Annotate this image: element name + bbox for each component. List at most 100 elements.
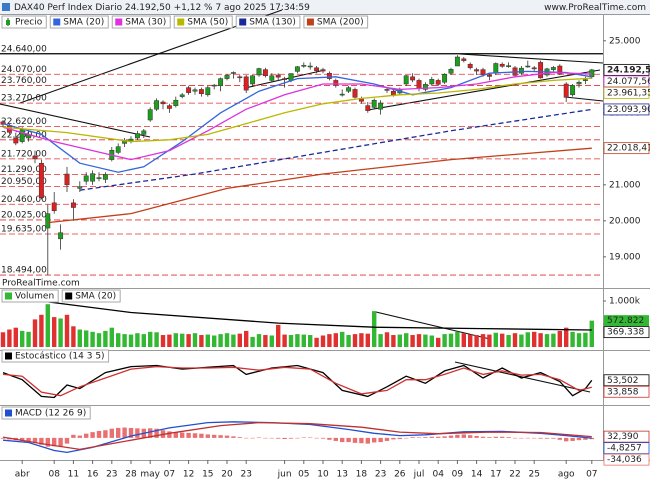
volume-bar: [288, 335, 294, 347]
candle-body: [102, 174, 108, 180]
candle-body: [64, 173, 70, 186]
histogram-bar: [109, 428, 114, 438]
candle-body: [486, 74, 492, 77]
volume-bar: [231, 334, 236, 347]
histogram-bar: [301, 437, 306, 438]
histogram-bar: [378, 437, 383, 443]
legend-label: SMA (200): [317, 18, 364, 28]
candle-body: [499, 63, 505, 67]
histogram-bar: [480, 436, 486, 438]
value-tag-label: 572.822: [607, 316, 644, 326]
level-label: 21.720,00: [1, 149, 47, 159]
histogram-bar: [96, 431, 102, 438]
x-tick-label: 05: [298, 470, 309, 480]
volume-bar: [90, 331, 95, 347]
candle-body: [224, 75, 230, 79]
legend-item: SMA (130): [235, 15, 301, 29]
histogram-bar: [423, 437, 428, 438]
volume-bar: [365, 333, 370, 347]
candle-body: [371, 99, 377, 108]
candle-body: [525, 65, 531, 68]
histogram-bar: [429, 436, 434, 438]
candle-body: [506, 65, 512, 67]
x-tick-label: ago: [558, 470, 575, 480]
histogram-bar: [180, 432, 185, 438]
volume-bar: [589, 320, 594, 347]
volume-bar: [500, 333, 505, 347]
histogram-bar: [237, 437, 242, 438]
level-label: 18.494,00: [1, 266, 47, 276]
level-label: 20.950,00: [1, 177, 47, 187]
x-tick-label: 08: [48, 470, 60, 480]
candle-body: [314, 67, 320, 71]
volume-bar: [192, 333, 198, 347]
volume-bar: [295, 334, 300, 347]
candle-body: [96, 177, 102, 179]
value-tag-label: 23.961,35: [607, 88, 650, 98]
legend-swatch: [6, 20, 10, 25]
histogram-bar: [557, 437, 562, 440]
level-label: 23.270,00: [1, 94, 47, 104]
histogram-bar: [269, 437, 274, 439]
candle-body: [582, 79, 588, 81]
volume-bar: [103, 330, 108, 347]
histogram-bar: [500, 436, 505, 438]
value-tag: [603, 63, 650, 76]
y-tick-label: 21.000: [609, 180, 641, 190]
level-label: 20.025,00: [1, 210, 47, 220]
volume-bar: [512, 333, 518, 347]
candle-body: [435, 80, 441, 85]
x-tick-label: 09: [452, 470, 464, 480]
volume-bar: [455, 331, 460, 347]
candle-body: [173, 99, 179, 106]
volume-bar: [410, 335, 415, 347]
candle-body: [77, 186, 83, 189]
volume-bar: [538, 333, 543, 347]
candle-body: [32, 155, 38, 160]
volume-bar: [148, 331, 153, 347]
candle-body: [422, 84, 428, 90]
legend-label: SMA (30): [125, 18, 166, 28]
histogram-bar: [583, 437, 588, 440]
x-tick-label: 10: [317, 470, 329, 480]
indicator-line: [47, 147, 592, 224]
indicator-line: [2, 70, 592, 173]
histogram-bar: [352, 437, 358, 443]
candle-body: [115, 146, 121, 153]
trend-line: [564, 96, 604, 102]
histogram-bar: [205, 434, 210, 438]
histogram-bar: [570, 437, 575, 441]
indicator-line: [2, 77, 592, 143]
x-tick-label: 15: [202, 470, 213, 480]
legend-box: [1, 349, 110, 363]
histogram-bar: [288, 437, 294, 439]
indicator-line: [2, 364, 593, 399]
histogram-bar: [327, 437, 332, 440]
candle-body: [141, 130, 147, 135]
volume-bar: [301, 334, 306, 347]
volume-bar: [532, 331, 537, 347]
candle-body: [480, 69, 486, 75]
candle-body: [45, 213, 51, 229]
candle-body: [410, 76, 416, 81]
histogram-bar: [448, 435, 454, 438]
histogram-bar: [461, 434, 466, 438]
histogram-bar: [244, 437, 249, 439]
volume-bar: [167, 334, 172, 347]
indicator-line: [47, 301, 592, 331]
candle-body: [493, 63, 499, 74]
trend-line: [0, 103, 151, 138]
volume-bar: [404, 333, 409, 347]
histogram-bar: [39, 437, 44, 445]
histogram-bar: [474, 435, 479, 438]
level-label: 23.760,00: [1, 76, 47, 86]
value-tag: [603, 430, 650, 443]
volume-bar: [52, 317, 57, 347]
y-tick-label: 25.000: [609, 36, 641, 46]
histogram-bar: [122, 427, 127, 438]
histogram-bar: [128, 427, 134, 438]
volume-bar: [237, 333, 242, 347]
candle-body: [243, 76, 249, 91]
histogram-bar: [263, 437, 268, 439]
value-tag: [603, 326, 650, 339]
